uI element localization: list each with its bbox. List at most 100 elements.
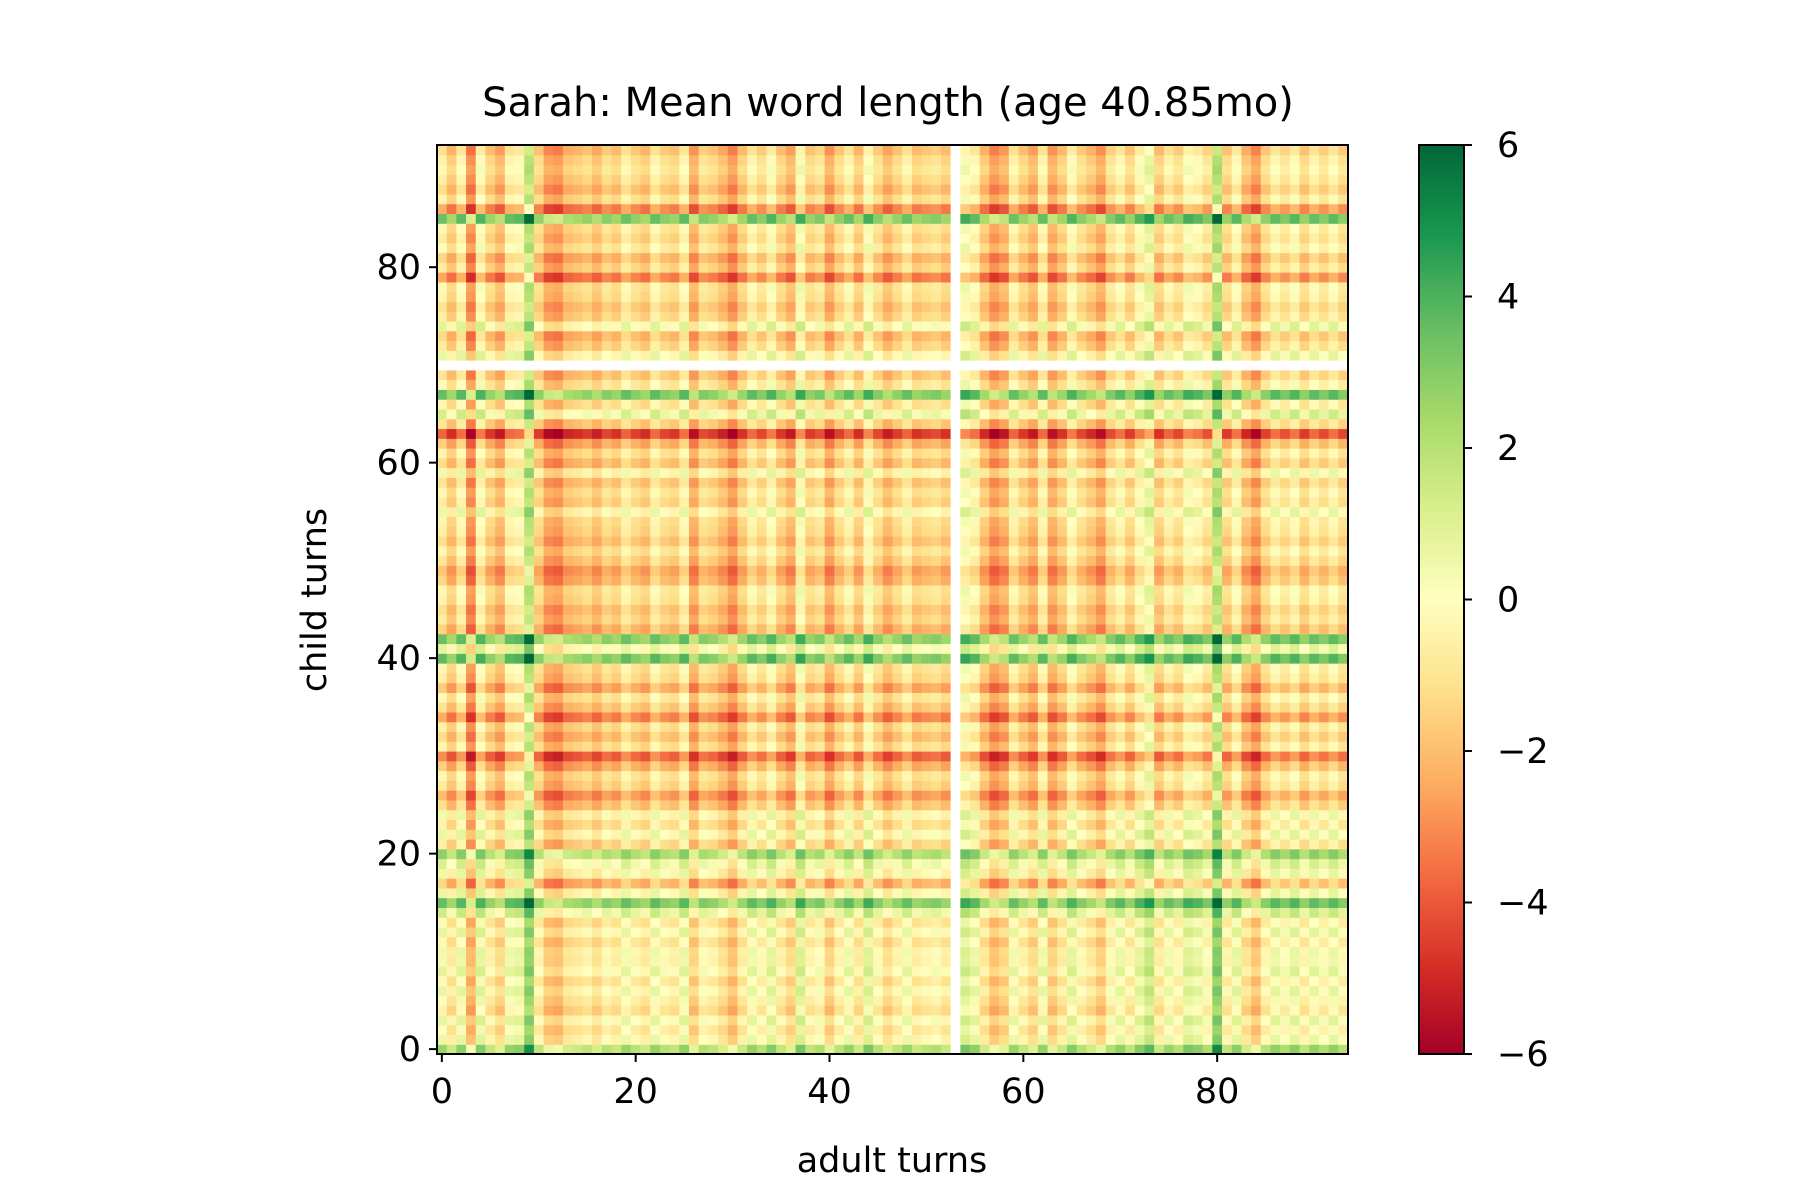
heatmap-cell	[785, 1034, 797, 1045]
heatmap-cell	[1202, 799, 1213, 811]
heatmap-cell	[1057, 565, 1068, 576]
heatmap-cell	[1202, 975, 1213, 987]
heatmap-cell	[611, 545, 622, 557]
heatmap-cell	[844, 565, 855, 576]
heatmap-cell	[475, 809, 487, 821]
heatmap-cell	[1212, 878, 1223, 889]
heatmap-cell	[621, 633, 632, 645]
heatmap-cell	[805, 926, 816, 938]
heatmap-cell	[1318, 946, 1330, 957]
heatmap-cell	[940, 995, 952, 1006]
heatmap-cell	[911, 809, 923, 821]
heatmap-cell	[747, 535, 758, 547]
heatmap-cell	[970, 838, 981, 850]
heatmap-cell	[853, 936, 865, 948]
heatmap-cell	[621, 545, 632, 557]
heatmap-cell	[582, 819, 593, 830]
heatmap-cell	[1183, 790, 1194, 801]
heatmap-cell	[1125, 702, 1136, 713]
heatmap-cell	[524, 936, 535, 948]
heatmap-cell	[1008, 1044, 1020, 1055]
heatmap-cell	[485, 858, 496, 869]
heatmap-cell	[1105, 907, 1116, 918]
heatmap-cell	[562, 907, 574, 918]
heatmap-cell	[863, 858, 874, 869]
heatmap-cell	[679, 555, 690, 566]
heatmap-cell	[979, 917, 991, 928]
heatmap-cell	[669, 604, 680, 615]
heatmap-cell	[805, 936, 816, 948]
heatmap-cell	[1270, 633, 1281, 645]
heatmap-cell	[824, 594, 835, 605]
heatmap-cell	[737, 575, 748, 586]
heatmap-cell	[553, 711, 564, 723]
heatmap-cell	[979, 809, 991, 821]
heatmap-cell	[1144, 555, 1155, 566]
heatmap-cell	[795, 653, 806, 664]
heatmap-cell	[873, 946, 884, 957]
heatmap-cell	[931, 819, 942, 830]
heatmap-cell	[437, 946, 448, 957]
heatmap-cell	[1299, 780, 1310, 791]
heatmap-cell	[621, 702, 632, 713]
heatmap-cell	[1028, 995, 1039, 1006]
heatmap-cell	[814, 741, 826, 752]
heatmap-cell	[1173, 760, 1184, 772]
heatmap-cell	[592, 790, 603, 801]
heatmap-cell	[524, 907, 535, 918]
heatmap-cell	[669, 1034, 680, 1045]
heatmap-cell	[514, 829, 525, 840]
heatmap-cell	[1299, 682, 1310, 693]
heatmap-cell	[475, 623, 487, 635]
heatmap-cell	[553, 545, 564, 557]
heatmap-cell	[718, 838, 729, 850]
heatmap-cell	[1241, 1014, 1252, 1026]
heatmap-cell	[592, 1024, 603, 1036]
heatmap-cell	[504, 770, 516, 781]
heatmap-cell	[795, 702, 806, 713]
heatmap-cell	[582, 682, 593, 693]
heatmap-cell	[873, 584, 884, 596]
heatmap-cell	[795, 604, 806, 615]
heatmap-cell	[1251, 790, 1262, 801]
heatmap-cell	[1270, 751, 1281, 762]
heatmap-cell	[611, 565, 622, 576]
heatmap-cell	[1222, 858, 1233, 869]
heatmap-cell	[514, 956, 525, 967]
heatmap-cell	[931, 682, 942, 693]
heatmap-cell	[1086, 711, 1097, 723]
heatmap-cell	[446, 584, 457, 596]
heatmap-cell	[1212, 975, 1223, 987]
heatmap-cell	[1328, 653, 1339, 664]
heatmap-cell	[950, 575, 961, 586]
heatmap-cell	[999, 917, 1010, 928]
heatmap-cell	[1086, 926, 1097, 938]
heatmap-cell	[1202, 633, 1213, 645]
heatmap-cell	[485, 926, 496, 938]
heatmap-cell	[1163, 1005, 1175, 1016]
heatmap-cell	[1318, 770, 1330, 781]
heatmap-cell	[960, 907, 971, 918]
heatmap-cell	[1047, 545, 1058, 557]
heatmap-cell	[650, 848, 661, 860]
heatmap-cell	[1280, 966, 1291, 977]
heatmap-cell	[1125, 917, 1136, 928]
heatmap-cell	[601, 731, 613, 742]
heatmap-cell	[1338, 604, 1349, 615]
heatmap-cell	[679, 966, 690, 977]
heatmap-cell	[785, 936, 797, 948]
heatmap-cell	[1163, 565, 1175, 576]
heatmap-cell	[844, 956, 855, 967]
heatmap-cell	[960, 604, 971, 615]
heatmap-cell	[727, 643, 739, 654]
heatmap-cell	[776, 584, 787, 596]
heatmap-cell	[698, 623, 709, 635]
heatmap-cell	[1299, 829, 1310, 840]
heatmap-cell	[1057, 711, 1068, 723]
heatmap-cell	[475, 936, 487, 948]
heatmap-cell	[495, 1044, 506, 1055]
heatmap-cell	[1260, 760, 1272, 772]
heatmap-cell	[1076, 917, 1087, 928]
heatmap-cell	[834, 751, 845, 762]
heatmap-cell	[1212, 770, 1223, 781]
